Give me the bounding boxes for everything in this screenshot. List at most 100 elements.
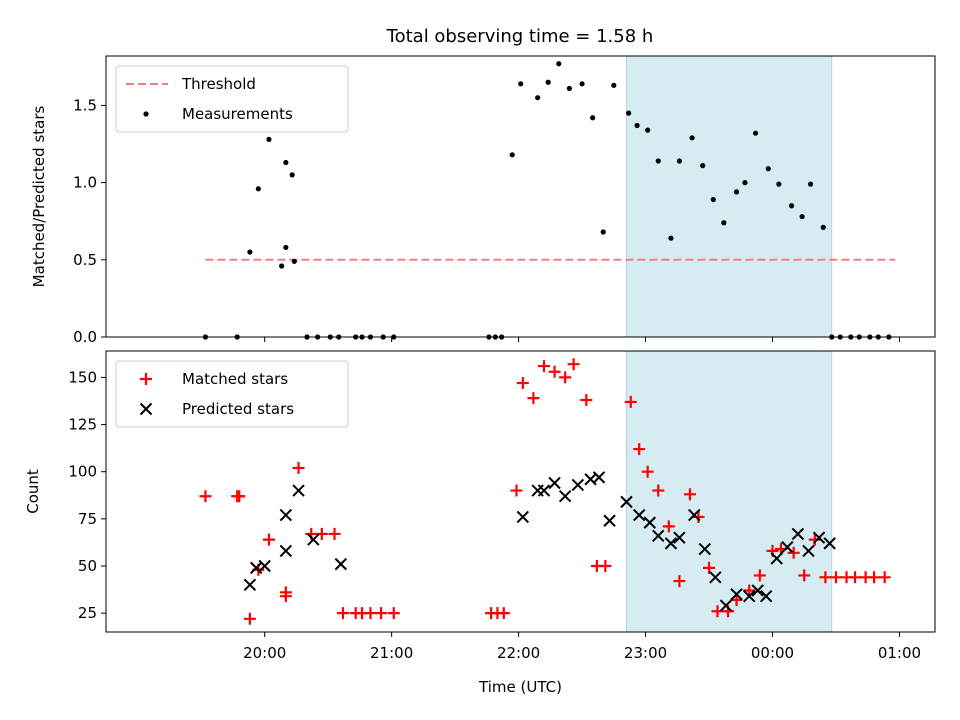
predicted-star-point (781, 540, 794, 554)
measurement-point (590, 115, 596, 121)
x-axis-label: Time (UTC) (478, 678, 562, 696)
matched-star-point (199, 490, 212, 503)
matched-star-point (527, 392, 540, 405)
y-axis-label: Matched/Predicted stars (30, 106, 48, 288)
x-tick-label: 00:00 (751, 644, 794, 662)
matched-star-point (243, 612, 256, 625)
measurement-point (626, 110, 632, 116)
measurement-point (566, 85, 572, 92)
predicted-star-point (334, 557, 348, 571)
measurement-point (799, 213, 805, 220)
matched-star-point (753, 569, 766, 582)
predicted-star-point (279, 544, 293, 558)
chart-title: Total observing time = 1.58 h (386, 26, 654, 47)
predicted-star-point (537, 484, 551, 497)
legend-box (115, 65, 349, 133)
x-tick-label: 01:00 (878, 644, 921, 662)
matched-star-point (878, 571, 891, 584)
measurement-point (668, 235, 674, 241)
measurement-point (645, 127, 651, 133)
matched-star-point (233, 490, 246, 503)
predicted-star-point (823, 537, 836, 550)
series-matched-stars (199, 358, 891, 625)
measurement-point (283, 159, 289, 166)
predicted-star-point (307, 533, 320, 546)
measurement-point (710, 196, 716, 203)
measurement-point (788, 203, 795, 209)
predicted-star-point (592, 471, 606, 484)
y-axis-label: Count (24, 469, 42, 514)
measurement-point (247, 249, 253, 255)
y-tick-label: 75 (78, 510, 97, 528)
matched-star-point (375, 607, 388, 620)
matched-star-point (497, 607, 510, 620)
legend: Matched stars Predicted stars (115, 360, 349, 428)
x-tick-label: 22:00 (497, 644, 540, 662)
y-tick-label: 150 (68, 368, 97, 386)
measurement-point (600, 229, 606, 235)
measurement-point (676, 158, 683, 164)
measurement-point (742, 180, 748, 186)
y-tick-label: 100 (68, 463, 97, 481)
matched-star-point (673, 575, 686, 588)
matched-star-point (641, 465, 654, 478)
y-tick-label: 50 (78, 557, 97, 575)
legend-label: Matched stars (182, 370, 288, 388)
predicted-star-point (698, 542, 712, 556)
matched-star-point (364, 607, 377, 620)
predicted-star-point (802, 544, 815, 558)
measurement-point (266, 136, 272, 142)
measurement-point (579, 81, 585, 87)
measurement-point (556, 61, 562, 67)
matched-star-point (580, 394, 593, 407)
matched-star-point (624, 395, 637, 408)
legend-matched-marker (140, 373, 152, 385)
legend-label: Measurements (182, 105, 293, 123)
y-tick-label: 0.5 (73, 251, 97, 269)
y-tick-label: 125 (68, 416, 97, 434)
predicted-star-point (812, 531, 826, 544)
predicted-star-point (770, 552, 783, 565)
x-tick-label: 21:00 (370, 644, 413, 662)
predicted-star-point (292, 484, 305, 497)
predicted-star-point (759, 589, 773, 603)
matched-star-point (633, 443, 646, 456)
measurement-point (655, 158, 661, 164)
matched-star-point (692, 510, 705, 523)
predicted-star-point (664, 537, 678, 550)
matched-star-point (683, 488, 696, 501)
y-tick-label: 0.0 (73, 328, 97, 346)
measurement-point (752, 130, 759, 136)
matched-star-point (849, 571, 862, 584)
predicted-star-point (632, 508, 646, 522)
matched-star-point (328, 527, 341, 540)
legend: Threshold Measurements (115, 65, 349, 133)
legend-predicted-marker (139, 402, 153, 416)
measurement-point (255, 186, 261, 192)
matched-star-point (662, 520, 675, 533)
matched-star-point (652, 484, 665, 497)
measurement-point (291, 258, 297, 264)
legend-box (115, 360, 349, 428)
x-tick-label: 20:00 (243, 644, 286, 662)
measurement-point (289, 172, 295, 178)
matched-star-point (548, 365, 561, 378)
matched-star-point (798, 569, 811, 582)
matched-star-point (599, 559, 612, 572)
measurement-point (765, 166, 771, 172)
measurement-point (820, 224, 826, 230)
measurement-point (509, 152, 515, 158)
matched-star-point (703, 561, 716, 574)
matched-star-point (336, 607, 349, 620)
predicted-star-point (258, 559, 271, 573)
predicted-star-point (548, 476, 561, 490)
y-tick-label: 1.0 (73, 174, 97, 192)
y-tick-label: 25 (78, 604, 97, 622)
measurement-point (611, 82, 617, 88)
measurement-point (689, 135, 695, 141)
predicted-star-point (652, 529, 665, 543)
predicted-star-point (791, 527, 805, 541)
measurement-point (535, 95, 541, 101)
matched-star-point (262, 533, 275, 546)
